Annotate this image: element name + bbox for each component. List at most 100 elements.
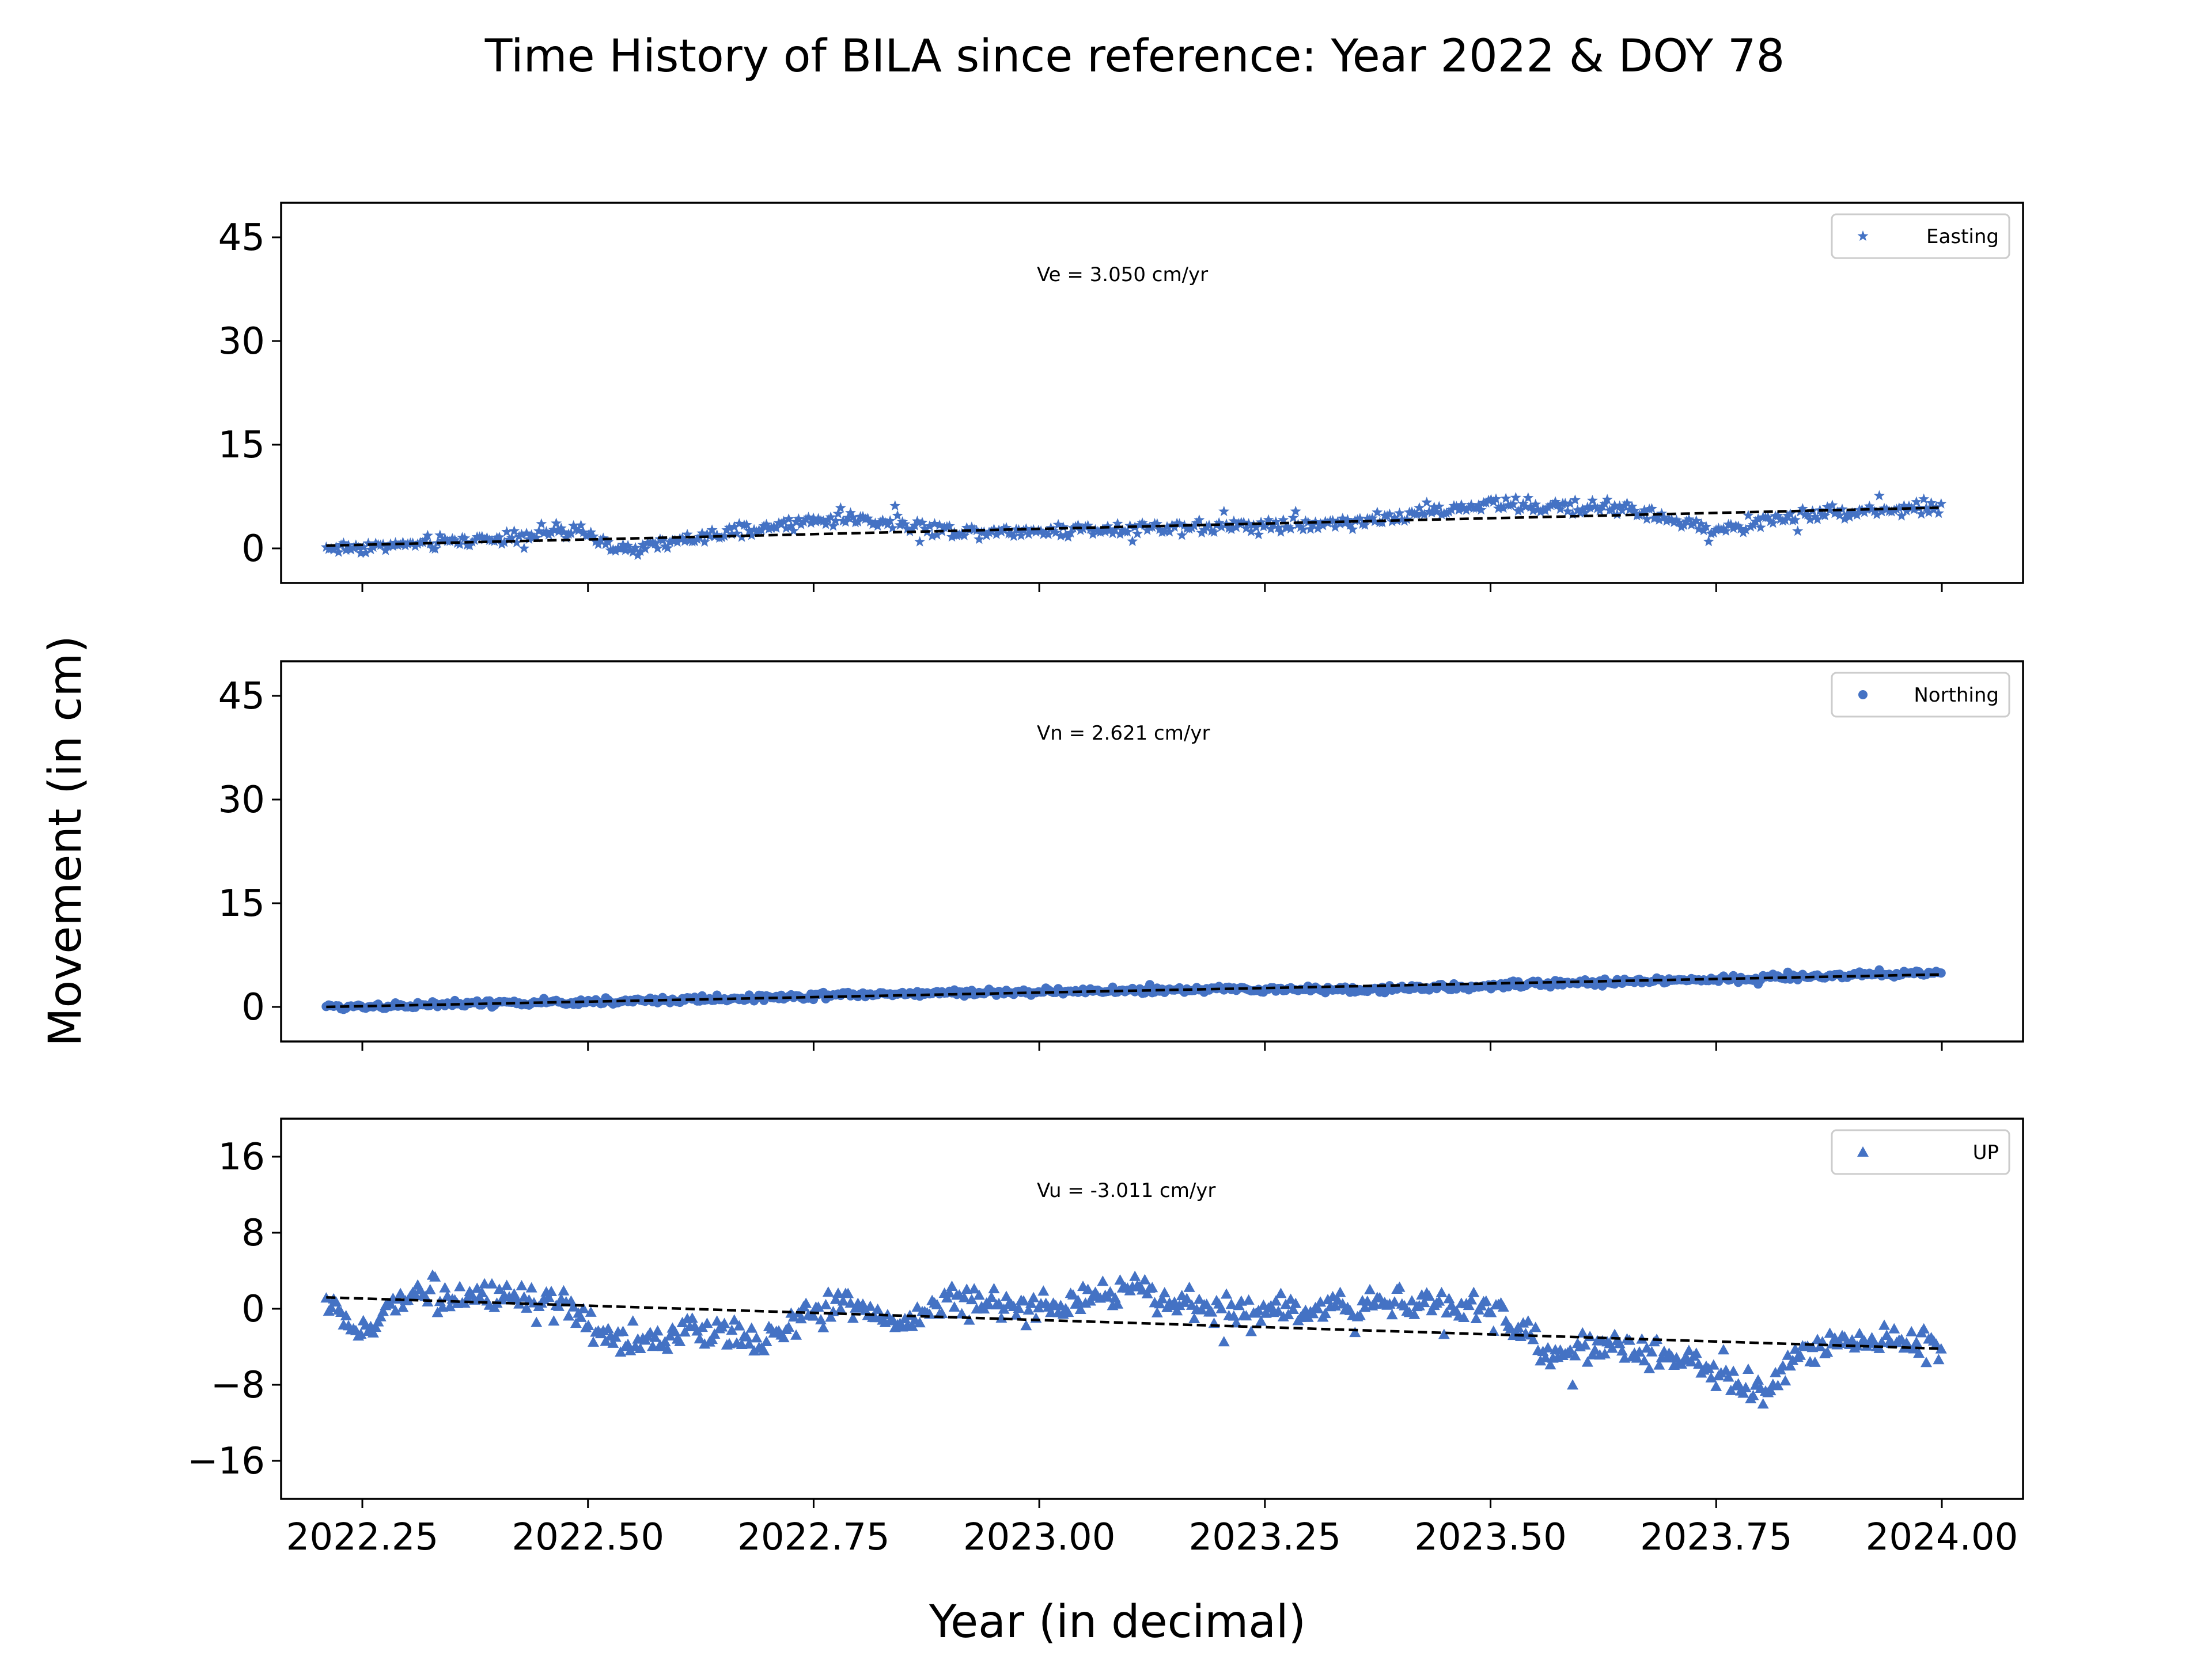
up-point [558, 1285, 570, 1296]
easting-point [1785, 508, 1796, 519]
easting-point [835, 502, 846, 513]
up-point [706, 1334, 718, 1344]
easting-point [1433, 501, 1445, 512]
up-point [1752, 1374, 1764, 1385]
easting-point [1683, 513, 1695, 524]
easting-point [1933, 507, 1944, 518]
up-point [1181, 1293, 1193, 1304]
easting-point [1700, 521, 1712, 532]
up-point [1438, 1328, 1450, 1339]
easting-point [748, 524, 760, 535]
easting-point [620, 544, 631, 555]
panels: 0 15 30 45 Ve = 3.050 cm/yr Easting 0 15 30 45 Vn … [187, 202, 2024, 1559]
easting-point [1421, 497, 1433, 507]
up-point [983, 1299, 995, 1310]
easting-point [635, 546, 646, 556]
up-point [1539, 1351, 1551, 1362]
easting-point [1080, 521, 1091, 532]
up-point [1480, 1295, 1492, 1306]
up-point [748, 1345, 760, 1356]
easting-point [1869, 506, 1880, 517]
easting-point [1377, 517, 1388, 528]
easting-point [862, 513, 874, 524]
up-point [726, 1324, 738, 1335]
up-point [1240, 1310, 1252, 1321]
easting-point [454, 539, 465, 550]
up-point [1158, 1287, 1171, 1298]
easting-point [1097, 523, 1108, 534]
easting-point [1824, 505, 1836, 516]
easting-point [439, 533, 450, 544]
up-point [1018, 1295, 1030, 1306]
easting-point [874, 516, 886, 527]
panel-top-legend-box [1831, 213, 2010, 259]
up-point [1633, 1346, 1645, 1357]
up-point [1312, 1302, 1324, 1313]
easting-point [1109, 523, 1121, 534]
easting-point [1441, 507, 1452, 518]
up-point [1156, 1293, 1168, 1304]
easting-point [1525, 501, 1536, 512]
up-point [330, 1296, 342, 1307]
up-point [1225, 1298, 1237, 1309]
easting-point [1622, 497, 1633, 508]
up-point [1084, 1295, 1096, 1306]
up-point [1129, 1270, 1141, 1281]
up-point [486, 1278, 498, 1289]
easting-point [1510, 492, 1521, 503]
up-point [1529, 1321, 1541, 1332]
easting-point [1517, 498, 1529, 509]
easting-point [1122, 526, 1133, 537]
easting-point [1577, 503, 1588, 514]
up-point [1114, 1274, 1126, 1285]
easting-point [1923, 506, 1934, 517]
easting-point [679, 535, 691, 546]
easting-point [1901, 505, 1912, 516]
easting-point [575, 520, 586, 531]
easting-point [1673, 517, 1685, 528]
easting-point [1389, 512, 1400, 523]
easting-point [1456, 499, 1467, 510]
easting-point [1609, 499, 1620, 510]
up-point [1285, 1293, 1297, 1304]
up-point [783, 1321, 795, 1332]
up-point [548, 1315, 560, 1326]
up-point [1200, 1298, 1213, 1309]
up-point [1770, 1366, 1782, 1377]
easting-point [1898, 500, 1910, 511]
up-point [575, 1311, 587, 1322]
easting-point [1473, 499, 1484, 510]
up-point [679, 1326, 691, 1337]
easting-point [847, 512, 859, 522]
panel-bottom-legend: UP [1831, 1129, 2010, 1175]
easting-point [1052, 518, 1064, 529]
panel-middle-legend: Northing [1831, 672, 2010, 718]
easting-point [1802, 509, 1813, 520]
easting-point [1226, 524, 1237, 535]
easting-point [1137, 517, 1148, 528]
easting-point [1040, 527, 1052, 537]
easting-point [1228, 515, 1240, 526]
panel-middle: 0 15 30 45 Vn = 2.621 cm/yr Northing [218, 660, 2024, 1051]
easting-point [618, 539, 628, 550]
easting-point [345, 544, 357, 555]
easting-point [817, 515, 829, 526]
panel-middle-frame [280, 660, 2024, 1043]
easting-point [1031, 526, 1041, 537]
up-point [1535, 1355, 1547, 1366]
up-point [1185, 1299, 1198, 1310]
up-point [1074, 1304, 1086, 1315]
up-point [627, 1315, 639, 1326]
up-point [686, 1312, 698, 1323]
easting-point [1335, 518, 1346, 529]
up-point [1809, 1356, 1821, 1367]
panel-top-legend: Easting [1831, 213, 2010, 259]
easting-point [1001, 522, 1012, 533]
panel-bottom-ytick-label: −16 [187, 1440, 265, 1483]
up-point [844, 1297, 857, 1308]
easting-point [916, 517, 928, 528]
easting-point [434, 529, 446, 540]
up-point [1426, 1305, 1438, 1316]
easting-point [1827, 499, 1838, 510]
